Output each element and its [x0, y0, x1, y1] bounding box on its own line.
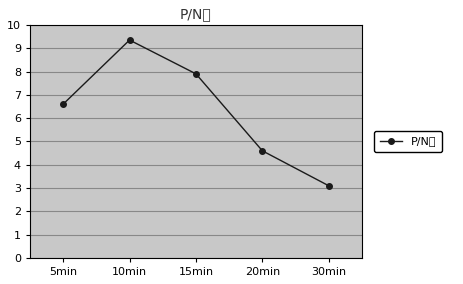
- P/N値: [325, 184, 331, 187]
- Line: P/N値: P/N値: [60, 37, 331, 189]
- P/N値: [193, 72, 198, 76]
- P/N値: [126, 38, 132, 42]
- P/N値: [60, 103, 66, 106]
- Title: P/N値: P/N値: [180, 7, 212, 21]
- P/N値: [259, 149, 264, 153]
- Legend: P/N値: P/N値: [373, 131, 441, 152]
